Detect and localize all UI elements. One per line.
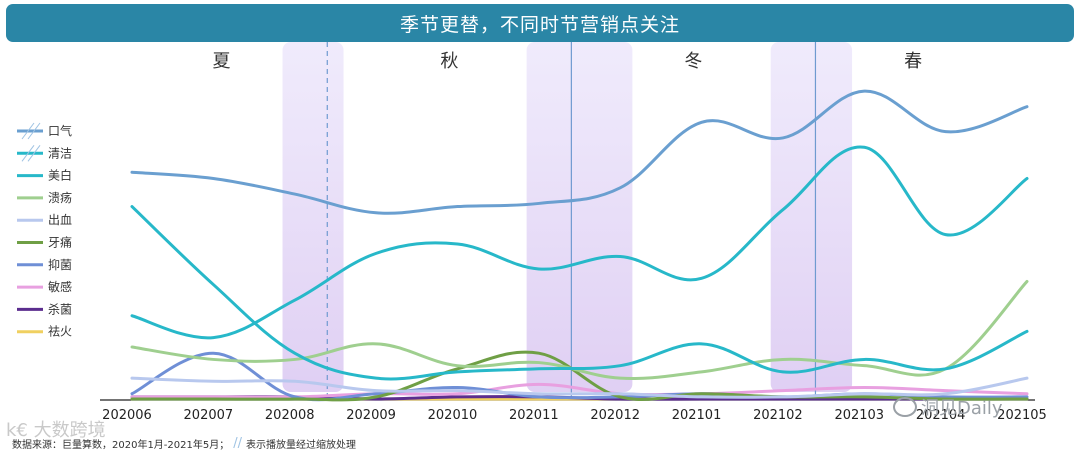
- x-tick-label: 202010: [428, 408, 478, 423]
- x-tick-label: 202009: [346, 408, 396, 423]
- scaled-note: 表示播放量经过缩放处理: [246, 440, 356, 451]
- x-tick-label: 202008: [265, 408, 315, 423]
- watermark-right: 洞见Daily: [893, 394, 1003, 420]
- legend-label: 口气: [48, 123, 72, 138]
- legend-item: 清洁: [17, 145, 72, 162]
- legend-item: 敏感: [17, 279, 72, 294]
- legend-item: 口气: [17, 122, 72, 140]
- legend-item: 牙痛: [17, 235, 72, 250]
- legend-item: 杀菌: [17, 301, 72, 316]
- series-line-美白: [130, 145, 1029, 340]
- x-tick-label: 202103: [834, 408, 884, 423]
- season-label-1: 夏: [213, 51, 231, 72]
- scaled-slash: [27, 145, 41, 162]
- legend-label: 敏感: [48, 279, 72, 294]
- legend-item: 溃疡: [17, 190, 72, 205]
- series-lines: [130, 89, 1029, 402]
- x-tick-label: 202105: [997, 408, 1047, 423]
- legend-label: 清洁: [48, 146, 72, 160]
- scaled-slash: [21, 145, 35, 162]
- season-label-2: 秋: [440, 51, 458, 72]
- highlight-band-3: [770, 42, 853, 392]
- legend-label: 美白: [48, 168, 72, 183]
- legend-label: 抑菌: [48, 257, 72, 272]
- scaled-indicator-icon: //: [233, 436, 242, 451]
- footer-note: 数据来源：巨量算数，2020年1月-2021年5月； // 表示播放量经过缩放处…: [12, 436, 356, 451]
- chart-title: 季节更替，不同时节营销点关注: [399, 13, 680, 36]
- series-line-牙痛: [130, 350, 1029, 402]
- season-label-4: 春: [904, 51, 922, 72]
- legend-label: 祛火: [48, 325, 72, 339]
- x-axis-ticks: 202006 202007 202008 202009 202010 202011 2020…: [102, 408, 1047, 423]
- x-tick-label: 202007: [184, 408, 234, 423]
- highlight-band-1: [282, 42, 344, 392]
- legend-label: 杀菌: [48, 301, 72, 316]
- x-tick-label: 202006: [102, 408, 152, 423]
- highlight-band-2: [526, 42, 633, 392]
- x-tick-label: 202101: [672, 408, 722, 423]
- scaled-slash: [27, 122, 41, 140]
- season-label-3: 冬: [684, 51, 702, 72]
- season-labels: 夏秋冬春: [213, 51, 923, 72]
- legend-label: 出血: [48, 213, 72, 227]
- legend-item: 出血: [17, 213, 72, 227]
- title-banner: 季节更替，不同时节营销点关注: [6, 4, 1074, 42]
- x-tick-label: 202012: [590, 408, 640, 423]
- scaled-slash: [21, 122, 35, 140]
- watermark-left: k€ 大数跨境: [6, 420, 106, 441]
- legend-item: 祛火: [17, 325, 72, 339]
- legend-label: 溃疡: [48, 190, 72, 205]
- highlight-bands: [282, 42, 853, 392]
- series-line-敏感: [130, 382, 1029, 399]
- x-tick-label: 202011: [509, 408, 559, 423]
- legend-item: 抑菌: [17, 257, 72, 272]
- legend-item: 美白: [17, 168, 72, 183]
- data-source: 数据来源：巨量算数，2020年1月-2021年5月；: [12, 440, 230, 451]
- series-line-出血: [130, 376, 1029, 399]
- series-line-口气: [130, 89, 1029, 215]
- x-tick-label: 202102: [753, 408, 803, 423]
- x-tick-label: 202104: [916, 408, 966, 423]
- wechat-icon: [893, 397, 917, 417]
- series-line-溃疡: [130, 279, 1029, 380]
- series-line-清洁: [130, 205, 1029, 381]
- legend-label: 牙痛: [48, 235, 72, 250]
- season-dividers: [326, 42, 817, 400]
